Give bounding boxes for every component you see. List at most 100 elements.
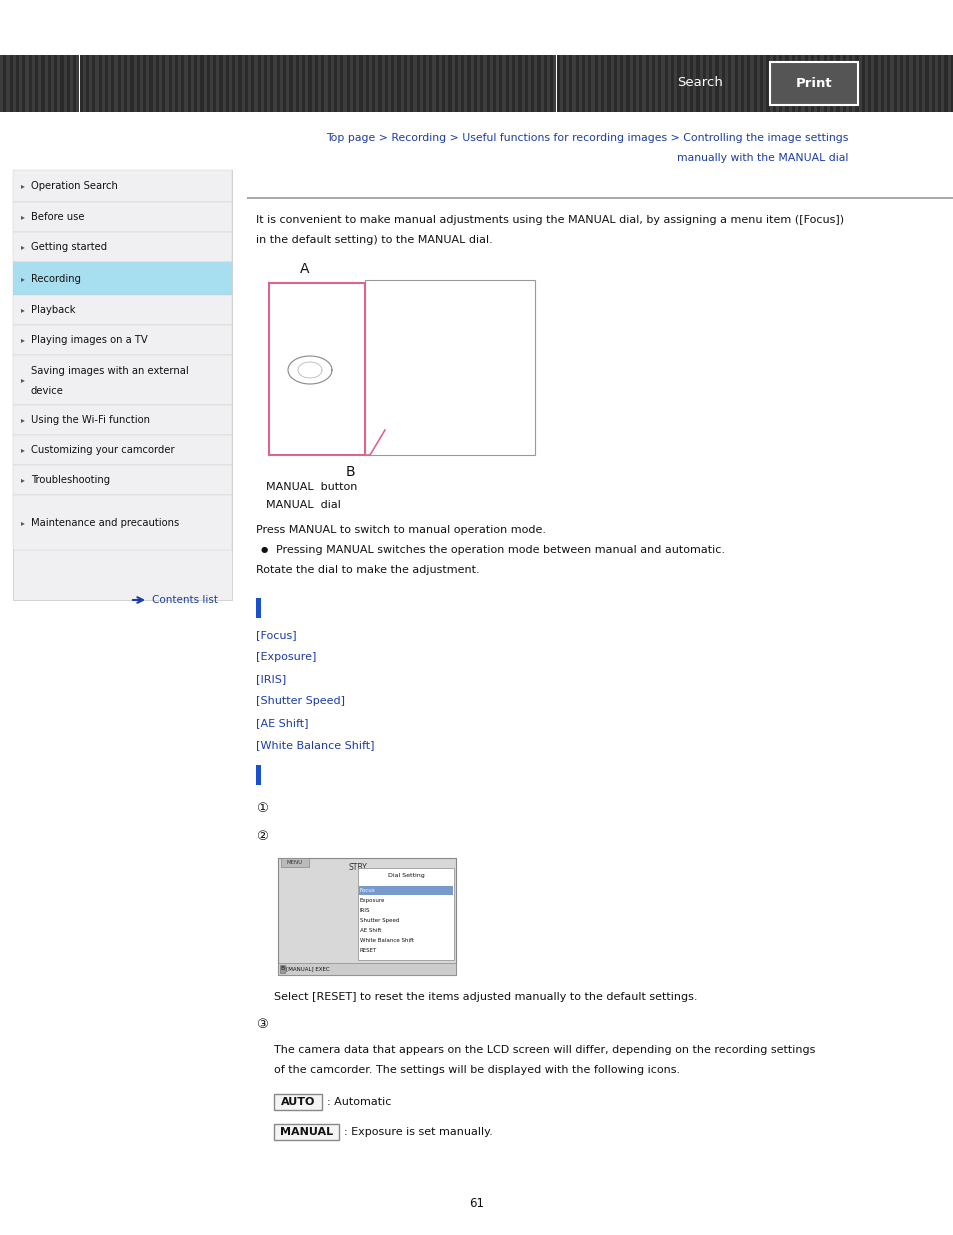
Bar [391,56,394,112]
Bar [851,56,855,112]
Bar [353,56,355,112]
Bar [438,56,441,112]
Bar [820,56,822,112]
Bar [731,56,734,112]
Bar [946,56,950,112]
Text: device: device [30,387,64,396]
Text: ▸: ▸ [21,336,25,345]
Bar [553,56,556,112]
Bar [803,56,807,112]
Bar [705,56,708,112]
Text: Customizing your camcorder: Customizing your camcorder [30,445,174,454]
Bar [83,56,86,112]
Bar [238,56,241,112]
Bar [464,56,467,112]
Bar [117,56,121,112]
Bar [169,56,172,112]
Bar [407,56,410,112]
Bar [667,56,670,112]
Text: ▸: ▸ [21,305,25,315]
Text: B: B [280,967,285,972]
Text: ③: ③ [255,1018,268,1031]
Bar [861,56,864,112]
Bar [788,56,791,112]
Bar [569,56,572,112]
Bar [702,56,705,112]
Bar [524,56,527,112]
Bar [165,56,169,112]
Bar [48,56,51,112]
Bar [54,56,57,112]
Bar [743,56,746,112]
Bar [13,203,232,232]
Bar [247,198,953,199]
Bar [324,56,327,112]
Bar [870,56,874,112]
Bar [858,56,861,112]
Bar [781,56,784,112]
Text: Troubleshooting: Troubleshooting [30,475,110,485]
Bar [13,295,232,325]
Bar [619,56,622,112]
Bar [651,56,655,112]
Bar [769,62,857,105]
Bar [172,56,174,112]
Bar [718,56,721,112]
Text: [Exposure]: [Exposure] [255,652,316,662]
Bar [108,56,112,112]
Bar [896,56,899,112]
Text: : Automatic: : Automatic [327,1097,391,1107]
Bar [498,56,502,112]
Text: [Focus]: [Focus] [255,630,296,640]
Bar [801,56,803,112]
Bar [572,56,575,112]
Bar [178,56,181,112]
Bar [191,56,193,112]
Bar [281,858,309,867]
Bar [689,56,693,112]
Bar [381,56,384,112]
Bar [645,56,648,112]
Text: ▸: ▸ [21,517,25,527]
Bar [617,56,619,112]
Bar [305,56,308,112]
Text: Playing images on a TV: Playing images on a TV [30,335,148,345]
Text: White Balance Shift: White Balance Shift [359,939,414,944]
Bar [372,56,375,112]
Bar [483,56,486,112]
Text: MENU: MENU [287,860,303,864]
Bar [674,56,677,112]
Bar [855,56,858,112]
Bar [293,56,295,112]
Bar [626,56,629,112]
Text: Shutter Speed: Shutter Speed [359,918,399,923]
Bar [724,56,727,112]
Bar [102,56,105,112]
Bar [607,56,610,112]
Bar [798,56,801,112]
Bar [29,56,31,112]
Bar [775,56,779,112]
Bar [591,56,594,112]
Bar [581,56,584,112]
Bar [584,56,588,112]
Bar [765,56,769,112]
Bar [817,56,820,112]
Text: ●: ● [261,545,268,555]
Text: MANUAL  dial: MANUAL dial [266,500,340,510]
Bar [899,56,902,112]
Bar [327,56,331,112]
Bar [13,495,232,550]
Bar [279,56,283,112]
Bar [693,56,696,112]
Bar [905,56,908,112]
Bar [19,56,22,112]
Bar [73,56,76,112]
Bar [355,56,359,112]
Bar [64,56,67,112]
Bar [429,56,432,112]
Bar [670,56,674,112]
Bar [864,56,867,112]
Text: MANUAL: MANUAL [279,1128,333,1137]
Bar [274,1124,338,1140]
